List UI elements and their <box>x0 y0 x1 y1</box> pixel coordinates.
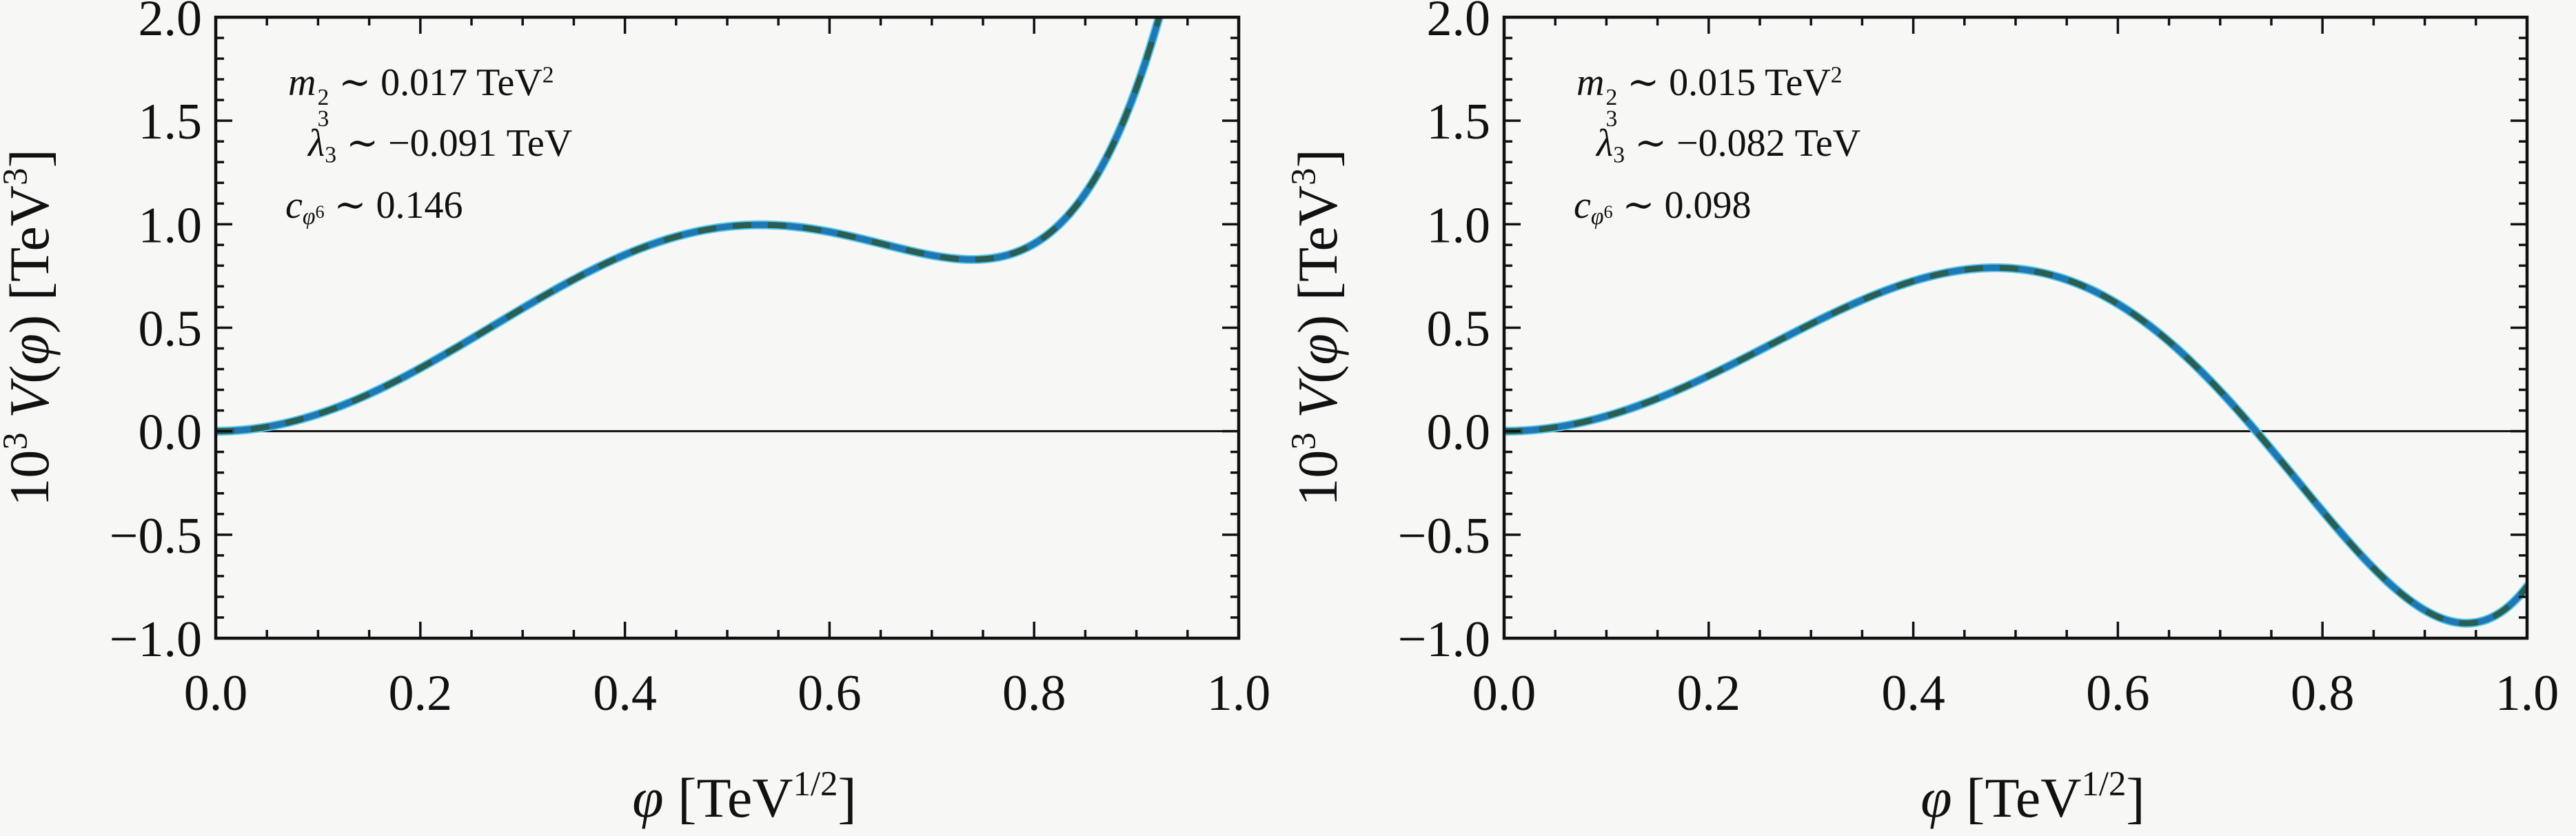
x-tick-label: 0.6 <box>798 665 862 722</box>
axis-ticks <box>214 16 1240 640</box>
x-axis-label: φ [TeV1/2] <box>632 764 856 829</box>
potential-curve-blue-solid <box>216 17 1163 435</box>
x-tick-label: 0.4 <box>1881 665 1945 722</box>
y-tick-label: −1.0 <box>1398 611 1490 668</box>
potential-curve-teal-dashed <box>1504 265 2527 626</box>
x-tick-label: 0.8 <box>2291 665 2355 722</box>
y-tick-label: 1.0 <box>1427 197 1491 254</box>
plot-frame <box>214 15 1241 640</box>
plot-canvas-left: 0.0 0.2 0.4 0.6 0.8 1.0 −1.0 −0.5 0.0 0.5 1.0 1.5 2.… <box>0 0 1271 829</box>
plot-panel-right: 0.0 0.2 0.4 0.6 0.8 1.0 −1.0 −0.5 0.0 0.5 1.0 1.5 2.… <box>1288 0 2576 836</box>
y-axis-label: 103 V(φ) [TeV3] <box>0 149 61 507</box>
x-tick-label: 0.8 <box>1002 665 1066 722</box>
y-tick-label: −0.5 <box>110 508 202 564</box>
x-tick-label: 1.0 <box>1207 665 1271 722</box>
y-tick-label: 1.5 <box>1427 94 1491 150</box>
y-tick-label: 2.0 <box>139 0 203 47</box>
potential-curve <box>216 17 1164 436</box>
x-tick-label: 0.2 <box>1677 665 1741 722</box>
x-tick-label: 0.0 <box>1472 665 1537 722</box>
x-tick-label: 0.2 <box>389 665 453 722</box>
y-tick-label: 0.0 <box>1427 405 1491 461</box>
plot-canvas-right: 0.0 0.2 0.4 0.6 0.8 1.0 −1.0 −0.5 0.0 0.5 1.0 1.5 2.… <box>1288 0 2559 829</box>
y-tick-label: −0.5 <box>1398 508 1490 564</box>
y-axis-label: 103 V(φ) [TeV3] <box>1288 149 1349 507</box>
y-tick-label: 1.0 <box>139 197 203 254</box>
x-tick-label: 0.4 <box>593 665 657 722</box>
y-tick-label: 0.0 <box>139 405 203 461</box>
x-axis-label: φ [TeV1/2] <box>1920 764 2144 829</box>
y-tick-label: 0.5 <box>1427 301 1491 358</box>
axis-ticks <box>1503 16 2528 640</box>
x-tick-label: 0.0 <box>184 665 248 722</box>
potential-curve-cyan-underlay <box>216 17 1164 436</box>
potential-curve <box>1504 263 2527 628</box>
y-tick-label: 1.5 <box>139 94 203 150</box>
y-tick-label: 2.0 <box>1427 0 1491 47</box>
y-tick-label: −1.0 <box>110 611 202 668</box>
y-tick-label: 0.5 <box>139 301 203 358</box>
plot-frame <box>1502 15 2529 640</box>
x-tick-label: 0.6 <box>2086 665 2150 722</box>
potential-curve-teal-dashed <box>216 17 1162 434</box>
x-tick-label: 1.0 <box>2495 665 2559 722</box>
plot-panel-left: 0.0 0.2 0.4 0.6 0.8 1.0 −1.0 −0.5 0.0 0.5 1.0 1.5 2.… <box>0 0 1271 829</box>
